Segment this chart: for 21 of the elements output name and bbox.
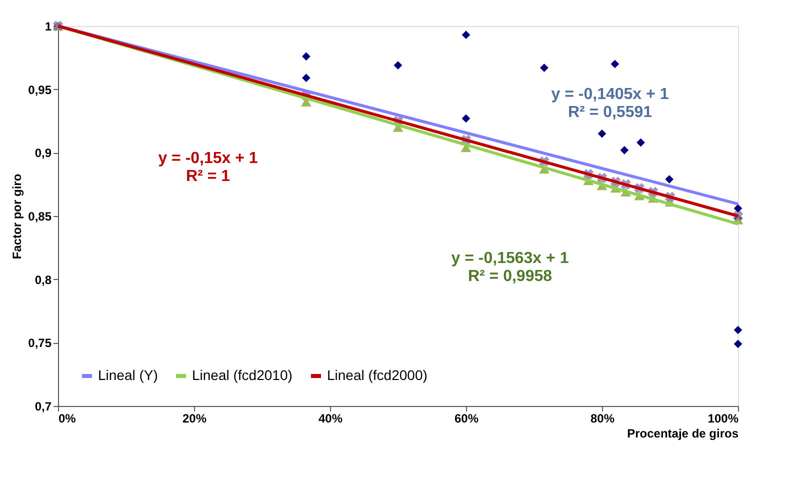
y-tick-label: 0,75: [28, 336, 52, 350]
x-tick-label: 100%: [708, 412, 739, 426]
legend-label: Lineal (fcd2010): [192, 367, 292, 383]
y-tick-label: 0,85: [28, 210, 52, 224]
annotation: y = -0,1563x + 1 R² = 0,9958: [451, 250, 569, 285]
x-tick-label: 40%: [318, 412, 343, 426]
x-tick-label: 20%: [182, 412, 207, 426]
x-tick-label: 80%: [590, 412, 615, 426]
y-tick-label: 1: [44, 20, 52, 34]
y-tick-label: 0,8: [34, 272, 52, 287]
x-tick-label: 60%: [454, 412, 479, 426]
x-tick-label: 0%: [58, 412, 76, 426]
annotation: y = -0,1405x + 1 R² = 0,5591: [551, 86, 669, 121]
x-axis-title: Procentaje de giros: [627, 426, 739, 440]
y-tick-label: 0,95: [28, 82, 52, 97]
y-tick-label: 0,9: [34, 146, 52, 160]
y-tick-label: 0,7: [34, 400, 52, 414]
legend-label: Lineal (fcd2000): [327, 367, 428, 383]
legend-label: Lineal (Y): [98, 367, 158, 383]
y-axis-title: Factor por giro: [10, 174, 24, 260]
annotation: y = -0,15x + 1 R² = 1: [158, 150, 258, 185]
